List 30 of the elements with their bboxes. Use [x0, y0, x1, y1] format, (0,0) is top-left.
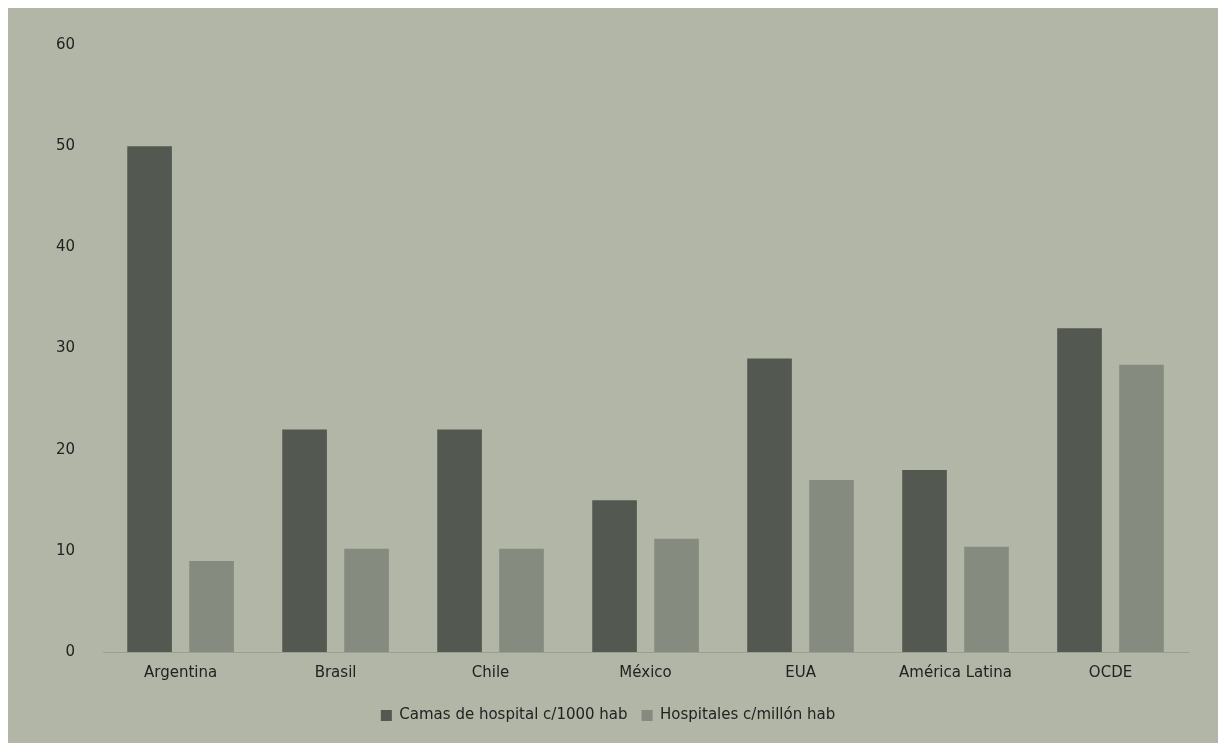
bar [1119, 364, 1164, 652]
x-tick-label: América Latina [899, 662, 1012, 681]
bar [282, 429, 327, 652]
bar [747, 358, 792, 652]
bar [499, 548, 544, 652]
bar [344, 548, 389, 652]
bar [189, 560, 234, 652]
y-tick-label: 60 [55, 34, 76, 53]
x-tick-label: OCDE [1088, 662, 1133, 681]
y-tick-label: 50 [55, 136, 76, 155]
x-tick-label: México [619, 662, 672, 681]
legend-label: Camas de hospital c/1000 hab [399, 705, 628, 724]
x-tick-label: EUA [785, 662, 817, 681]
bar [964, 546, 1009, 652]
bar [809, 480, 854, 652]
x-tick-label: Chile [471, 662, 510, 681]
y-tick-label: 30 [55, 338, 76, 357]
x-tick-label: Argentina [143, 662, 218, 681]
x-tick-label: Brasil [314, 662, 357, 681]
bar [1057, 328, 1102, 652]
y-tick-label: 40 [55, 237, 76, 256]
bar [902, 469, 947, 652]
y-tick-label: 10 [55, 540, 76, 559]
bar [654, 538, 699, 652]
y-tick-label: 0 [65, 641, 76, 660]
y-tick-label: 20 [55, 439, 76, 458]
bar [437, 429, 482, 652]
legend-label: Hospitales c/millón hab [660, 705, 836, 724]
bar [592, 500, 637, 652]
bar [127, 146, 172, 652]
